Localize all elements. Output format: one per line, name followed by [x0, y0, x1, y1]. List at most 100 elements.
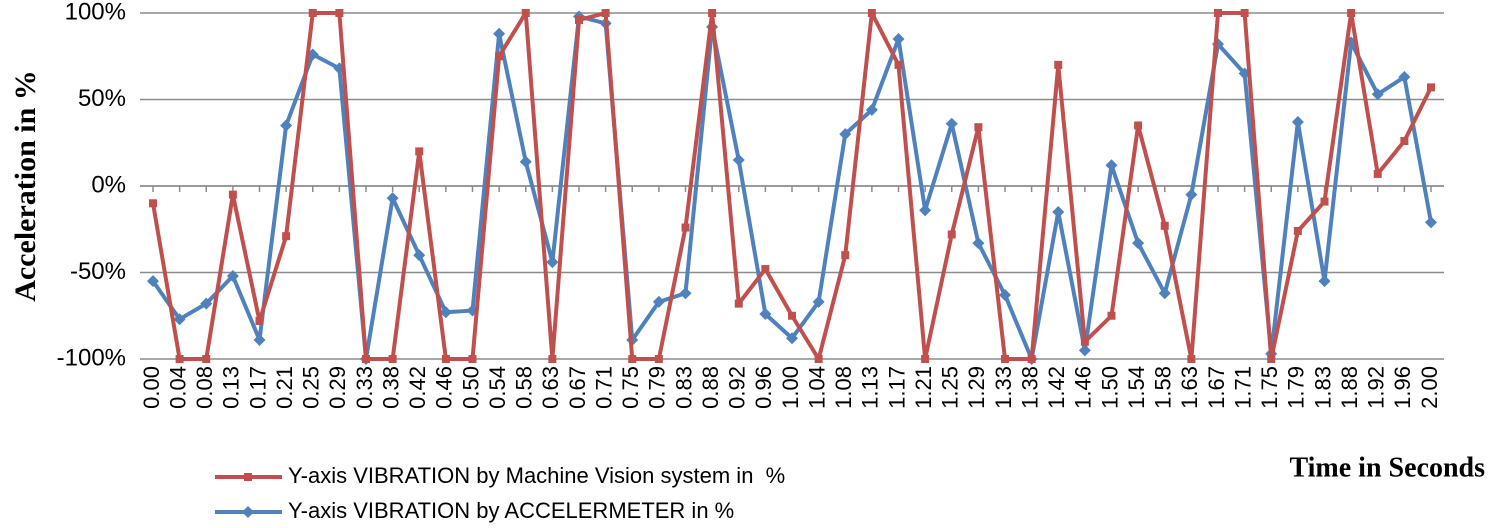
x-tick-label: 2.00	[1417, 366, 1442, 409]
marker	[175, 355, 184, 363]
marker	[1160, 221, 1169, 230]
x-axis-title: Time in Seconds	[1289, 452, 1485, 483]
x-tick-label: 1.71	[1230, 366, 1255, 409]
marker	[679, 287, 692, 300]
marker	[308, 9, 317, 17]
marker	[1027, 355, 1036, 363]
x-tick-label: 0.21	[272, 366, 297, 409]
x-tick-label: 1.00	[778, 366, 803, 409]
marker	[867, 9, 876, 17]
marker	[892, 32, 905, 45]
marker	[388, 355, 397, 363]
x-tick-label: 0.79	[645, 366, 670, 409]
marker	[1293, 226, 1302, 235]
marker	[495, 52, 504, 61]
marker	[708, 9, 717, 17]
marker	[200, 297, 213, 310]
marker	[839, 128, 852, 141]
marker	[759, 308, 772, 321]
x-tick-label: 0.46	[432, 366, 457, 409]
marker	[1427, 83, 1435, 92]
x-tick-label: 1.75	[1257, 366, 1282, 409]
x-tick-label: 0.00	[139, 366, 164, 409]
marker	[1052, 205, 1065, 218]
marker	[1291, 115, 1304, 128]
marker	[1078, 344, 1091, 357]
marker	[841, 251, 850, 260]
x-tick-label: 0.13	[219, 366, 244, 409]
x-tick-label: 1.92	[1364, 366, 1389, 409]
x-tick-label: 1.50	[1097, 366, 1122, 409]
marker	[786, 332, 798, 345]
marker	[1107, 311, 1116, 320]
marker	[681, 223, 690, 232]
x-tick-label: 0.67	[565, 366, 590, 409]
x-tick-label: 1.38	[1017, 366, 1042, 409]
marker	[947, 230, 956, 239]
marker	[1267, 355, 1276, 363]
x-tick-label: 1.42	[1044, 366, 1069, 409]
marker	[1240, 9, 1249, 17]
marker	[173, 313, 186, 326]
marker	[761, 265, 770, 274]
y-tick-label: -100%	[57, 344, 126, 371]
x-tick-label: 0.42	[405, 366, 430, 409]
x-tick-label: 0.29	[325, 366, 350, 409]
x-tick-label: 0.83	[671, 366, 696, 409]
legend-label: Y-axis VIBRATION by ACCELERMETER in %	[288, 498, 734, 523]
marker	[149, 199, 157, 208]
marker	[919, 204, 932, 217]
marker	[362, 355, 370, 363]
marker	[548, 355, 557, 363]
marker	[1185, 188, 1198, 201]
x-tick-label: 1.63	[1177, 366, 1202, 409]
marker	[652, 295, 665, 308]
x-tick-label: 0.08	[192, 366, 217, 409]
marker	[226, 269, 239, 282]
marker	[1320, 197, 1329, 206]
marker	[546, 256, 559, 269]
marker	[1373, 169, 1382, 178]
marker	[732, 154, 745, 167]
x-tick-label: 0.88	[698, 366, 723, 409]
marker	[521, 9, 530, 17]
marker	[788, 311, 796, 320]
x-tick-label: 0.92	[725, 366, 750, 409]
x-tick-label: 0.17	[245, 366, 270, 409]
marker	[945, 117, 958, 130]
x-tick-label: 1.13	[858, 366, 883, 409]
marker	[1425, 216, 1437, 229]
marker	[202, 355, 211, 363]
x-tick-label: 0.58	[512, 366, 537, 409]
marker	[493, 27, 506, 40]
marker	[415, 147, 424, 156]
marker	[441, 355, 450, 363]
x-tick-label: 1.83	[1310, 366, 1335, 409]
marker	[280, 119, 293, 132]
y-axis-title: Acceleration in %	[9, 70, 42, 302]
x-tick-label: 1.29	[964, 366, 989, 409]
marker	[734, 299, 743, 308]
x-tick-label: 1.46	[1071, 366, 1096, 409]
marker	[253, 333, 266, 346]
y-tick-label: -50%	[70, 258, 126, 285]
marker	[147, 275, 159, 288]
marker	[1400, 137, 1409, 146]
marker	[812, 295, 825, 308]
marker	[1214, 9, 1222, 17]
marker	[386, 192, 399, 205]
x-tick-label: 1.96	[1390, 366, 1415, 409]
marker	[921, 355, 930, 363]
x-tick-label: 0.04	[165, 366, 190, 409]
y-tick-label: 100%	[65, 0, 126, 25]
y-tick-label: 0%	[91, 171, 126, 198]
marker	[1132, 237, 1145, 250]
marker	[1001, 355, 1009, 363]
marker	[413, 249, 426, 262]
marker	[335, 9, 344, 17]
marker	[282, 232, 291, 241]
x-tick-label: 0.96	[751, 366, 776, 409]
x-tick-label: 1.08	[831, 366, 856, 409]
marker	[1347, 9, 1356, 17]
